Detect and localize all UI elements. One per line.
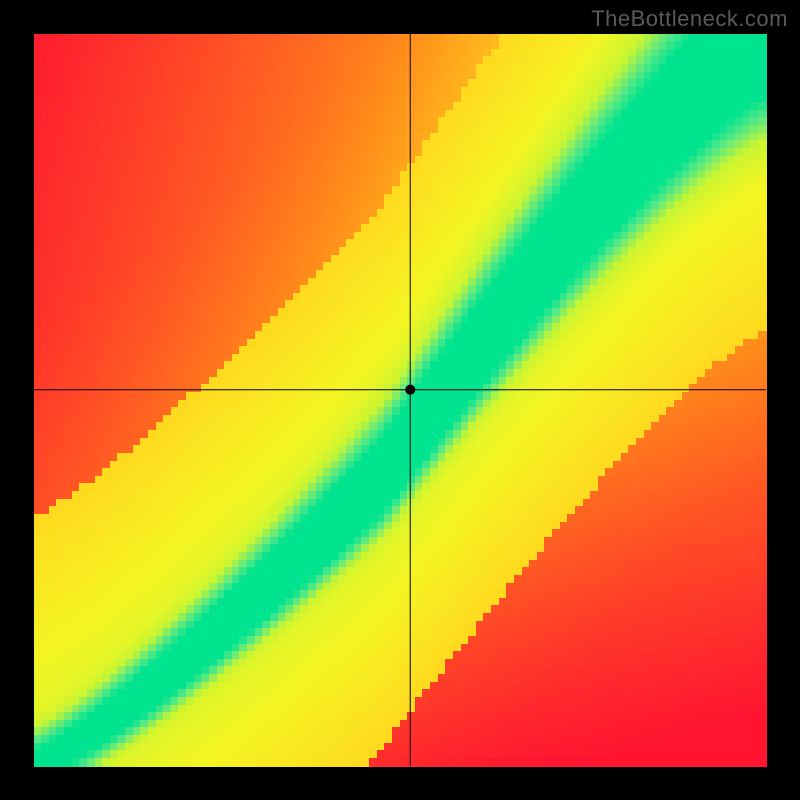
watermark-text: TheBottleneck.com bbox=[591, 6, 788, 32]
bottleneck-heatmap bbox=[0, 0, 800, 800]
chart-container: TheBottleneck.com bbox=[0, 0, 800, 800]
